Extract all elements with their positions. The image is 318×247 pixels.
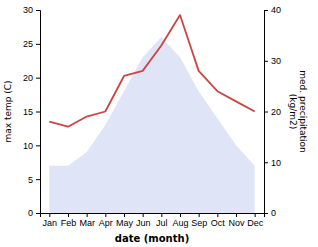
- tick: 0: [28, 208, 40, 218]
- tick-label: Feb: [61, 218, 77, 228]
- tick-mark: [36, 145, 40, 146]
- axis-line: [41, 214, 265, 218]
- title-line: (kg/m2): [288, 94, 298, 129]
- tick: Sep: [191, 213, 207, 228]
- tick-mark: [264, 213, 268, 214]
- tick: 30: [23, 5, 40, 15]
- tick-mark: [49, 213, 50, 217]
- axis-line: [36, 11, 41, 214]
- tick-mark: [87, 213, 88, 217]
- tick: Oct: [211, 213, 226, 228]
- tick-mark: [255, 213, 256, 217]
- tick-mark: [36, 179, 40, 180]
- tick: 30: [264, 56, 281, 66]
- tick-label: 30: [271, 56, 281, 66]
- marks: [49, 15, 254, 213]
- tick-mark: [105, 213, 106, 217]
- tick-mark: [264, 162, 268, 163]
- tick-mark: [199, 213, 200, 217]
- tick-label: Aug: [172, 218, 188, 228]
- tick: Jun: [136, 213, 151, 228]
- tick-mark: [143, 213, 144, 217]
- chart: JanFebMar AprMayJun Jul AugSep OctNovDec 0 5 10…: [0, 0, 318, 247]
- temperature-area: [49, 37, 254, 213]
- x-axis: JanFebMar AprMayJun Jul AugSep OctNovDec: [41, 213, 265, 228]
- tick-label: Oct: [211, 218, 226, 228]
- axis-line: [265, 11, 269, 214]
- tick-mark: [264, 10, 268, 11]
- tick: Feb: [61, 213, 77, 228]
- y-axis: 0 5 10 15 20 25 30: [23, 5, 41, 218]
- tick: 10: [264, 158, 281, 168]
- tick-mark: [236, 213, 237, 217]
- tick-label: Jan: [43, 218, 58, 228]
- tick-mark: [36, 112, 40, 113]
- tick: Jan: [43, 213, 58, 228]
- tick-mark: [217, 213, 218, 217]
- tick-mark: [180, 213, 181, 217]
- tick-label: Sep: [191, 218, 207, 228]
- tick-mark: [36, 44, 40, 45]
- tick: 5: [28, 175, 40, 185]
- tick-label: Mar: [79, 218, 95, 228]
- tick-label: 40: [271, 5, 281, 15]
- tick-label: May: [116, 218, 134, 228]
- tick-label: 5: [28, 175, 33, 185]
- tick: 0: [264, 208, 276, 218]
- tick-label: 15: [23, 107, 33, 117]
- tick: Mar: [79, 213, 95, 228]
- tick-label: 10: [23, 141, 33, 151]
- tick-label: Apr: [99, 218, 113, 228]
- tick-label: Jul: [156, 218, 168, 228]
- tick-label: Jun: [136, 218, 151, 228]
- y-axis-title: max temp (C): [3, 80, 13, 142]
- tick-mark: [36, 78, 40, 79]
- tick-mark: [264, 112, 268, 113]
- tick: Apr: [99, 213, 113, 228]
- tick-label: 20: [271, 107, 281, 117]
- tick-mark: [124, 213, 125, 217]
- tick-mark: [36, 213, 40, 214]
- tick-label: 0: [271, 208, 276, 218]
- precipitation-line: [49, 15, 254, 127]
- tick: 15: [23, 107, 40, 117]
- tick-label: Dec: [247, 218, 264, 228]
- tick-label: 20: [23, 73, 33, 83]
- tick-mark: [36, 10, 40, 11]
- tick: 20: [264, 107, 281, 117]
- tick: Dec: [247, 213, 264, 228]
- tick: Aug: [172, 213, 188, 228]
- tick-mark: [161, 213, 162, 217]
- y2-axis: 0 10 20 30 40: [264, 5, 281, 218]
- tick-label: 30: [23, 5, 33, 15]
- tick-mark: [68, 213, 69, 217]
- plot: JanFebMar AprMayJun Jul AugSep OctNovDec 0 5 10…: [23, 5, 281, 228]
- tick-label: 0: [28, 208, 33, 218]
- tick: 20: [23, 73, 40, 83]
- tick: 10: [23, 141, 40, 151]
- tick-mark: [264, 61, 268, 62]
- tick: Nov: [228, 213, 245, 228]
- tick-label: Nov: [228, 218, 245, 228]
- tick: 25: [23, 39, 40, 49]
- y2-axis-title: med. precipitation(kg/m2): [288, 70, 308, 152]
- title-line: med. precipitation: [298, 70, 308, 152]
- tick: Jul: [156, 213, 168, 228]
- tick-label: 10: [271, 158, 281, 168]
- tick-label: 25: [23, 39, 33, 49]
- tick: 40: [264, 5, 281, 15]
- tick: May: [116, 213, 134, 228]
- x-axis-title: date (month): [115, 233, 189, 244]
